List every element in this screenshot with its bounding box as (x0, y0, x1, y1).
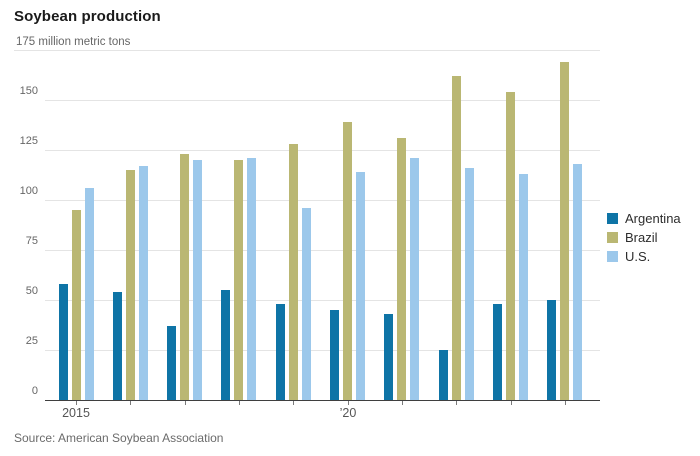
y-axis-label: 0 (31, 385, 38, 397)
legend-item-us: U.S. (607, 249, 681, 264)
y-axis-unit-label: 175 million metric tons (16, 36, 131, 48)
bar-brazil-2016 (126, 170, 135, 400)
bar-us-2021 (410, 158, 419, 400)
x-tick (456, 401, 457, 405)
bar-argentina-2018 (221, 290, 230, 400)
bar-us-2024 (573, 164, 582, 400)
gridline (45, 200, 600, 201)
bar-us-2017 (193, 160, 202, 400)
bar-argentina-2022 (439, 350, 448, 400)
y-axis-label: 125 (19, 135, 38, 147)
bar-us-2015 (85, 188, 94, 400)
x-tick (185, 401, 186, 405)
bar-brazil-2018 (234, 160, 243, 400)
bar-argentina-2017 (167, 326, 176, 400)
legend-label-brazil: Brazil (625, 230, 658, 245)
legend-swatch-argentina (607, 213, 618, 224)
x-tick (348, 401, 349, 405)
y-axis-label: 150 (19, 85, 38, 97)
x-axis-label: ’20 (339, 406, 357, 420)
bar-us-2016 (139, 166, 148, 400)
gridline-top (14, 50, 600, 51)
x-tick (239, 401, 240, 405)
bar-brazil-2019 (289, 144, 298, 400)
gridline (45, 250, 600, 251)
gridline (45, 150, 600, 151)
bar-argentina-2024 (547, 300, 556, 400)
bar-us-2018 (247, 158, 256, 400)
x-tick (565, 401, 566, 405)
x-tick (76, 401, 77, 405)
x-tick (402, 401, 403, 405)
x-axis-line (45, 400, 600, 401)
bar-argentina-2019 (276, 304, 285, 400)
bar-brazil-2022 (452, 76, 461, 400)
bar-brazil-2017 (180, 154, 189, 400)
bar-argentina-2020 (330, 310, 339, 400)
y-axis-label: 50 (25, 285, 38, 297)
bar-brazil-2021 (397, 138, 406, 400)
bar-brazil-2020 (343, 122, 352, 400)
legend-item-argentina: Argentina (607, 211, 681, 226)
bar-us-2020 (356, 172, 365, 400)
y-axis-label: 100 (19, 185, 38, 197)
chart-title: Soybean production (14, 8, 161, 25)
legend: Argentina Brazil U.S. (607, 211, 681, 269)
gridline (45, 350, 600, 351)
bar-brazil-2024 (560, 62, 569, 400)
legend-label-us: U.S. (625, 249, 651, 264)
x-tick (511, 401, 512, 405)
bar-argentina-2023 (493, 304, 502, 400)
bar-argentina-2015 (59, 284, 68, 400)
legend-swatch-us (607, 251, 618, 262)
bar-us-2022 (465, 168, 474, 400)
bar-us-2019 (302, 208, 311, 400)
x-axis-label: 2015 (62, 406, 90, 420)
source-attribution: Source: American Soybean Association (14, 431, 224, 445)
legend-swatch-brazil (607, 232, 618, 243)
legend-label-argentina: Argentina (625, 211, 681, 226)
gridline (45, 300, 600, 301)
bar-brazil-2023 (506, 92, 515, 400)
legend-item-brazil: Brazil (607, 230, 681, 245)
bar-brazil-2015 (72, 210, 81, 400)
x-tick (293, 401, 294, 405)
x-tick (130, 401, 131, 405)
y-axis-label: 25 (25, 335, 38, 347)
y-axis-label: 75 (25, 235, 38, 247)
bar-argentina-2016 (113, 292, 122, 400)
bar-us-2023 (519, 174, 528, 400)
bar-argentina-2021 (384, 314, 393, 400)
gridline (45, 100, 600, 101)
